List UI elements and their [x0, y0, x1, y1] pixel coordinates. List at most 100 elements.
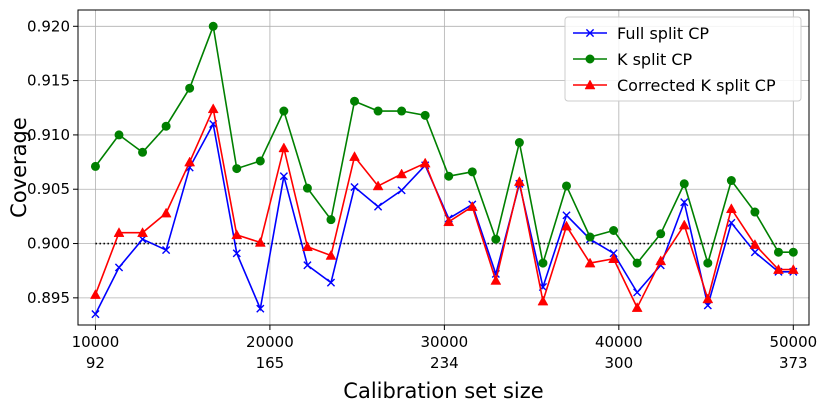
legend-entry-k-split: K split CP	[573, 50, 692, 69]
data-point-k-split	[373, 106, 383, 116]
data-point-full-split	[256, 304, 265, 313]
data-point-full-split	[232, 249, 241, 258]
data-point-corrected-k-split	[466, 201, 478, 211]
data-point-k-split	[585, 232, 595, 242]
data-point-full-split	[326, 278, 336, 287]
data-point-k-split	[161, 121, 171, 131]
series-layer	[90, 21, 799, 319]
data-point-k-split	[444, 171, 454, 181]
data-point-corrected-k-split	[419, 157, 431, 168]
data-point-full-split	[91, 310, 100, 319]
legend-marker-corrected-k-split	[584, 79, 596, 90]
series-corrected-k-split	[90, 103, 799, 312]
data-point-corrected-k-split	[725, 203, 737, 214]
series-k-split	[90, 21, 798, 268]
data-point-corrected-k-split	[490, 274, 502, 285]
data-point-k-split	[467, 167, 477, 177]
data-point-k-split	[326, 215, 336, 225]
data-point-corrected-k-split	[301, 241, 313, 252]
data-point-corrected-k-split	[787, 264, 799, 274]
data-point-corrected-k-split	[325, 249, 337, 260]
data-point-corrected-k-split	[231, 229, 243, 240]
data-point-k-split	[232, 164, 242, 174]
data-point-k-split	[773, 247, 783, 257]
x-tick-label: 30000	[421, 333, 469, 351]
y-tick-label: 0.905	[27, 180, 70, 198]
x-tick-label: 50000	[769, 333, 817, 351]
data-point-full-split	[397, 186, 406, 195]
data-point-corrected-k-split	[702, 293, 714, 304]
data-point-full-split	[750, 248, 760, 257]
x-tick-label: 10000	[72, 333, 120, 351]
data-point-corrected-k-split	[678, 219, 690, 230]
legend-label-full-split: Full split CP	[617, 24, 709, 43]
y-tick-label: 0.910	[27, 126, 70, 144]
legend-marker-k-split	[585, 54, 595, 64]
x-secondary-tick-label: 92	[86, 354, 105, 372]
data-point-corrected-k-split	[278, 142, 290, 153]
data-point-corrected-k-split	[443, 216, 455, 227]
data-point-corrected-k-split	[90, 289, 101, 299]
data-point-full-split	[633, 288, 642, 297]
data-point-corrected-k-split	[113, 227, 125, 237]
x-tick-label: 40000	[595, 333, 643, 351]
y-tick-label: 0.900	[27, 235, 70, 253]
data-point-k-split	[726, 176, 736, 186]
x-secondary-tick-label: 373	[779, 354, 808, 372]
legend-label-k-split: K split CP	[617, 50, 692, 69]
x-secondary-tick-label: 234	[430, 354, 459, 372]
data-point-k-split	[656, 229, 666, 239]
data-point-k-split	[750, 207, 760, 217]
data-point-corrected-k-split	[773, 264, 784, 274]
data-point-corrected-k-split	[349, 151, 360, 161]
data-point-corrected-k-split	[749, 239, 761, 249]
data-point-k-split	[90, 161, 100, 171]
legend-marker-full-split	[585, 28, 595, 38]
data-point-full-split	[162, 245, 171, 255]
legend-entry-full-split: Full split CP	[573, 24, 709, 43]
data-point-full-split	[373, 202, 383, 211]
legend-label-corrected-k-split: Corrected K split CP	[617, 76, 776, 95]
data-point-corrected-k-split	[396, 168, 408, 179]
y-tick-label: 0.915	[27, 72, 70, 90]
data-point-corrected-k-split	[584, 257, 596, 268]
x-secondary-tick-label: 300	[605, 354, 634, 372]
data-point-full-split	[279, 172, 288, 181]
data-point-k-split	[208, 21, 218, 31]
data-point-full-split	[114, 263, 124, 272]
data-point-k-split	[609, 226, 619, 235]
data-point-corrected-k-split	[184, 156, 196, 167]
y-axis-title: Coverage	[7, 117, 31, 218]
data-point-k-split	[279, 106, 289, 116]
data-point-corrected-k-split	[561, 220, 572, 231]
plot-frame	[77, 9, 810, 326]
data-point-corrected-k-split	[655, 255, 667, 266]
x-tick-label: 20000	[246, 333, 294, 351]
data-point-full-split	[350, 182, 359, 192]
legend: Full split CP K split CP Corrected K spl…	[564, 16, 802, 102]
data-point-k-split	[185, 83, 195, 93]
data-point-k-split	[114, 130, 124, 140]
data-point-k-split	[138, 147, 148, 157]
data-point-k-split	[538, 258, 548, 268]
data-point-k-split	[514, 138, 524, 148]
y-tick-label: 0.920	[27, 17, 70, 35]
data-point-corrected-k-split	[631, 302, 643, 312]
data-point-k-split	[350, 96, 360, 106]
data-point-k-split	[561, 181, 571, 191]
x-axis-title: Calibration set size	[343, 379, 543, 403]
data-point-k-split	[788, 247, 798, 257]
data-point-k-split	[420, 110, 430, 120]
data-point-k-split	[302, 183, 312, 193]
data-point-corrected-k-split	[372, 180, 384, 191]
data-point-full-split	[562, 211, 571, 220]
data-point-k-split	[491, 234, 501, 244]
data-point-corrected-k-split	[137, 227, 148, 237]
x-tick-layer: 10000 92 20000 165 30000 234 40000 300 50000 373	[72, 325, 817, 372]
data-point-corrected-k-split	[207, 103, 219, 114]
data-point-corrected-k-split	[254, 236, 266, 247]
data-point-k-split	[255, 156, 265, 166]
data-point-k-split	[632, 258, 642, 268]
y-tick-label: 0.895	[27, 289, 70, 307]
